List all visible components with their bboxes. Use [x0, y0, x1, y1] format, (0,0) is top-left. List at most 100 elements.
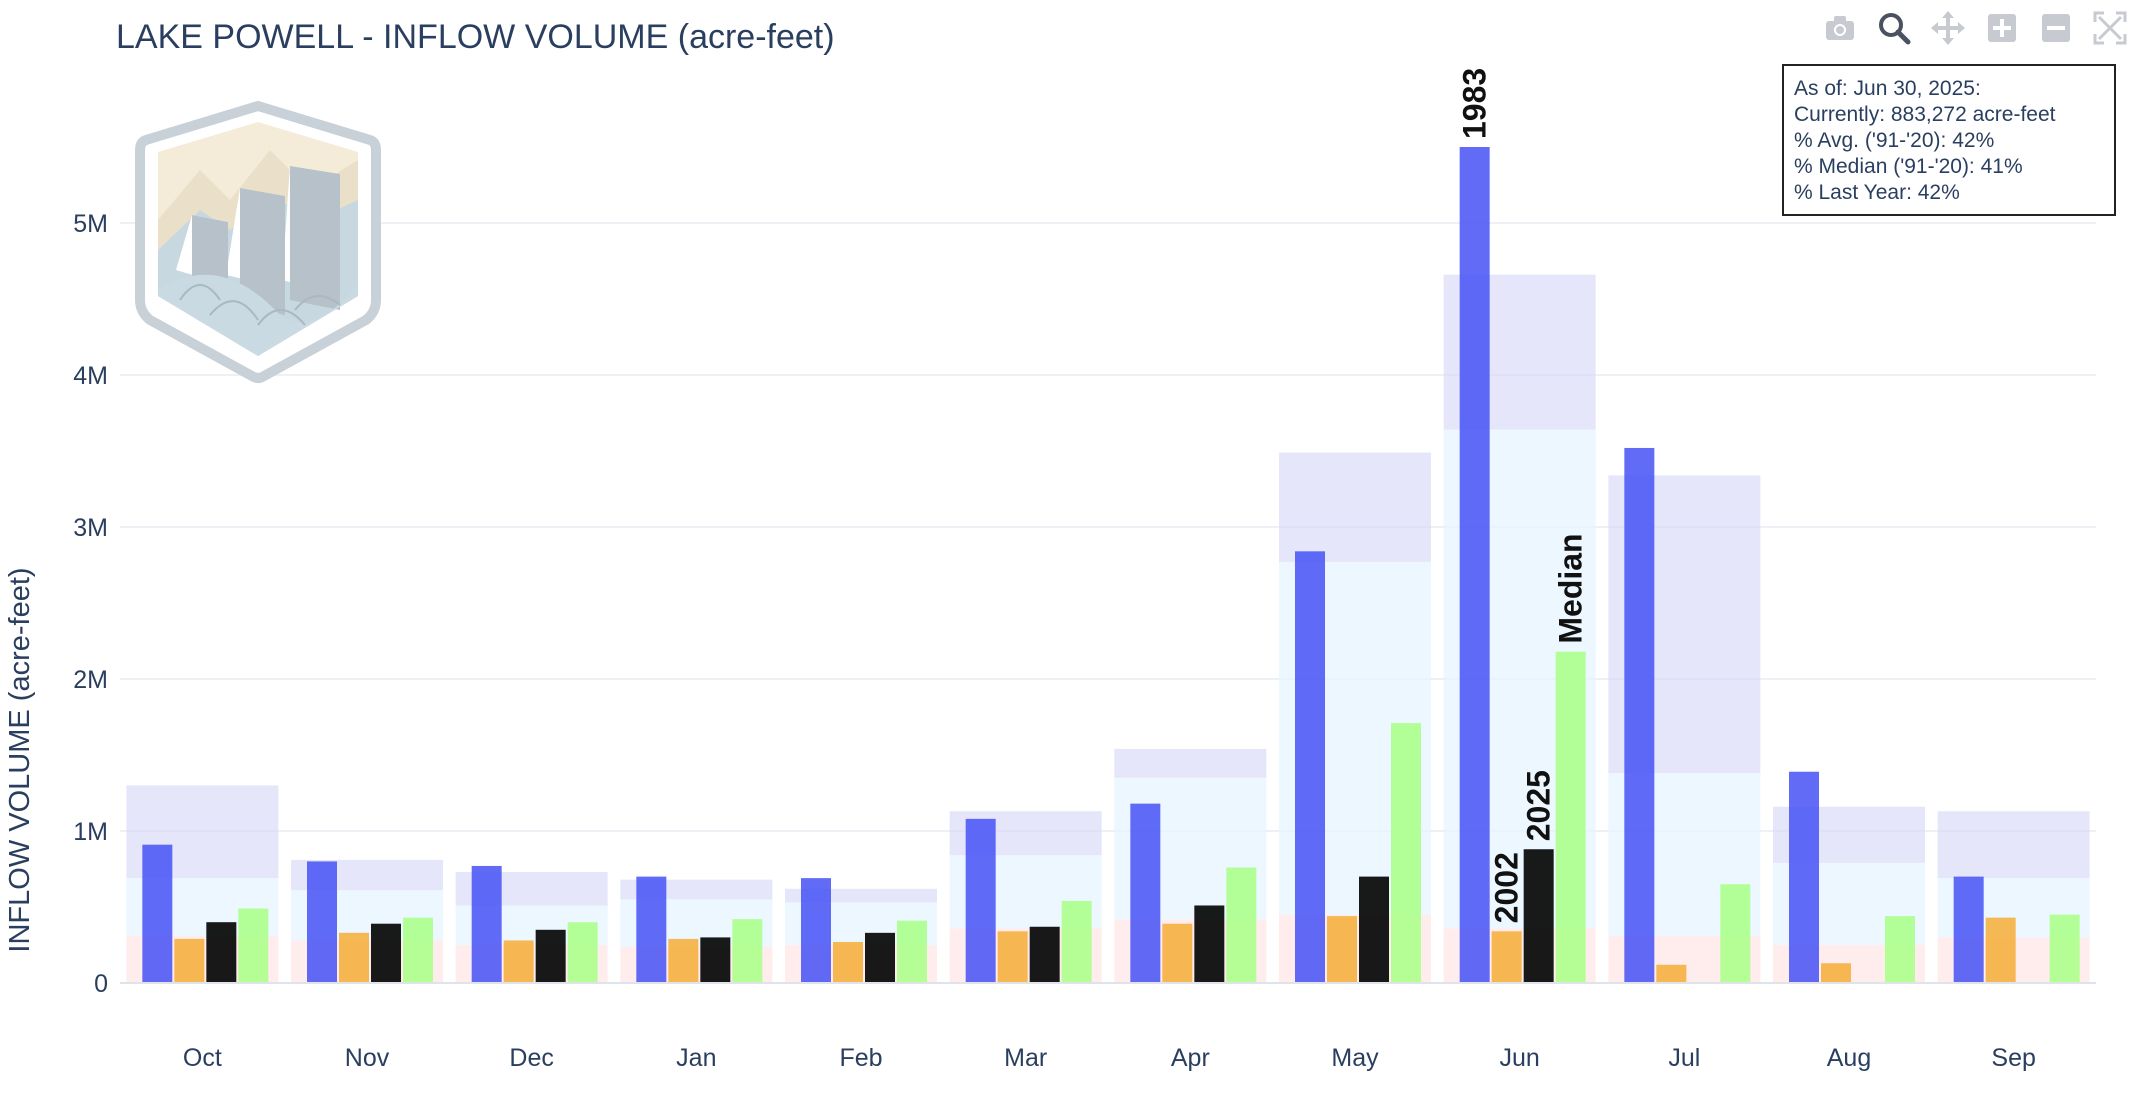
range-band-mid: [1279, 561, 1431, 915]
bar-2025-dec[interactable]: [535, 929, 566, 983]
bar-median-aug[interactable]: [1885, 916, 1915, 983]
range-band-mid: [126, 878, 279, 936]
bar-median-mar[interactable]: [1061, 900, 1092, 983]
bar-median-jun[interactable]: [1555, 651, 1586, 983]
range-band-max: [1608, 475, 1761, 774]
bar-2002-dec[interactable]: [503, 940, 534, 983]
zoom-in-icon[interactable]: [1982, 8, 2022, 48]
bar-1983-apr[interactable]: [1130, 803, 1161, 983]
camera-icon[interactable]: [1820, 8, 1860, 48]
range-band-low: [1937, 937, 2090, 983]
range-band-mid: [785, 902, 937, 945]
range-band-max: [1114, 748, 1267, 778]
info-pct-last-year: % Last Year: 42%: [1794, 181, 1960, 204]
bar-2025-apr[interactable]: [1194, 905, 1225, 983]
range-band-max: [126, 785, 279, 879]
annotation-median: Median: [1553, 533, 1589, 643]
bar-median-nov[interactable]: [403, 917, 433, 983]
bar-median-feb[interactable]: [897, 920, 927, 983]
bar-median-may[interactable]: [1391, 723, 1421, 983]
info-pct-median: % Median ('91-'20): 41%: [1794, 155, 2023, 178]
bar-median-oct[interactable]: [238, 908, 269, 983]
range-band-mid: [1773, 862, 1925, 945]
status-info-box: As of: Jun 30, 2025: Currently: 883,272 …: [1782, 64, 2116, 216]
x-tick-label: Jun: [1500, 1044, 1540, 1072]
bar-1983-oct[interactable]: [142, 844, 173, 983]
range-band-mid: [949, 855, 1102, 929]
bar-2002-apr[interactable]: [1162, 923, 1193, 983]
bar-2025-feb[interactable]: [865, 932, 895, 983]
bar-median-dec[interactable]: [567, 922, 598, 983]
bar-2025-jun[interactable]: [1523, 849, 1554, 983]
range-band-max: [1279, 452, 1431, 562]
range-band-low: [1114, 919, 1267, 983]
bar-2025-may[interactable]: [1359, 876, 1389, 983]
x-tick-label: Oct: [183, 1044, 222, 1072]
x-tick-label: Nov: [345, 1044, 390, 1072]
annotation-2002: 2002: [1489, 852, 1525, 923]
bar-1983-may[interactable]: [1295, 551, 1325, 983]
zoom-out-icon[interactable]: [2036, 8, 2076, 48]
bar-1983-dec[interactable]: [471, 865, 502, 983]
bar-2025-mar[interactable]: [1029, 926, 1060, 983]
bar-1983-sep[interactable]: [1953, 876, 1984, 983]
info-as-of: As of: Jun 30, 2025:: [1794, 77, 1981, 100]
x-tick-label: May: [1331, 1044, 1379, 1072]
bar-2025-oct[interactable]: [206, 922, 237, 983]
bar-1983-mar[interactable]: [965, 818, 996, 983]
bar-2002-feb[interactable]: [833, 941, 863, 983]
range-band-max: [1773, 806, 1925, 863]
range-band-mid: [620, 899, 773, 947]
bar-median-jul[interactable]: [1720, 884, 1751, 983]
bar-2002-jun[interactable]: [1491, 931, 1522, 983]
x-tick-label: Apr: [1171, 1044, 1210, 1072]
bar-2002-jul[interactable]: [1656, 964, 1687, 983]
x-tick-label: Mar: [1004, 1044, 1047, 1072]
range-band-low: [455, 945, 608, 983]
pan-icon[interactable]: [1928, 8, 1968, 48]
range-band-mid: [1114, 777, 1267, 920]
range-band-max: [291, 859, 443, 891]
y-tick-label: 0: [94, 970, 108, 998]
x-tick-label: Jul: [1668, 1044, 1700, 1072]
range-band-low: [1608, 935, 1761, 983]
y-tick-label: 1M: [73, 818, 108, 846]
bar-2002-oct[interactable]: [174, 938, 205, 983]
range-band-low: [785, 945, 937, 983]
range-band-max: [1937, 811, 2090, 879]
bar-2002-may[interactable]: [1327, 916, 1357, 983]
x-tick-label: Jan: [676, 1044, 716, 1072]
bar-1983-nov[interactable]: [307, 861, 337, 983]
range-band-mid: [1937, 878, 2090, 938]
bar-2002-aug[interactable]: [1821, 963, 1851, 983]
zoom-icon[interactable]: [1874, 8, 1914, 48]
bar-median-apr[interactable]: [1226, 867, 1257, 983]
range-band-low: [949, 928, 1102, 983]
bar-2002-mar[interactable]: [997, 931, 1028, 983]
x-tick-label: Aug: [1827, 1044, 1871, 1072]
bar-median-sep[interactable]: [2049, 914, 2080, 983]
bar-median-jan[interactable]: [732, 919, 763, 983]
annotation-1983: 1983: [1457, 68, 1493, 139]
range-band-low: [291, 940, 443, 983]
range-band-low: [1443, 928, 1596, 983]
range-band-low: [1773, 945, 1925, 983]
bar-1983-aug[interactable]: [1789, 771, 1819, 983]
bar-1983-jul[interactable]: [1624, 447, 1655, 984]
autoscale-icon[interactable]: [2090, 8, 2130, 48]
bar-2002-nov[interactable]: [339, 932, 369, 983]
bar-1983-jun[interactable]: [1459, 147, 1490, 983]
bar-1983-feb[interactable]: [801, 878, 831, 983]
range-band-low: [126, 935, 279, 983]
y-tick-label: 2M: [73, 666, 108, 694]
range-band-max: [785, 888, 937, 903]
bar-2025-jan[interactable]: [700, 937, 731, 983]
bar-2025-nov[interactable]: [371, 923, 401, 983]
range-band-low: [620, 946, 773, 983]
range-band-mid: [1608, 773, 1761, 936]
bar-2002-sep[interactable]: [1985, 917, 2016, 983]
range-band-mid: [291, 890, 443, 941]
bar-2002-jan[interactable]: [668, 938, 699, 983]
y-tick-label: 4M: [73, 362, 108, 390]
bar-1983-jan[interactable]: [636, 876, 667, 983]
